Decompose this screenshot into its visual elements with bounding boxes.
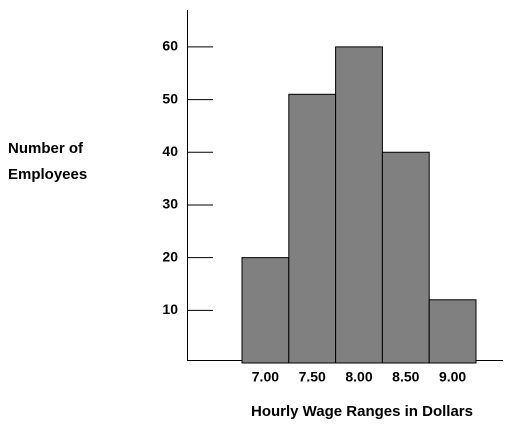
bar: [335, 46, 383, 364]
bar: [241, 257, 290, 364]
y-axis-label: Number of: [8, 140, 84, 157]
y-tick-label: 60: [162, 38, 178, 54]
bar: [381, 151, 430, 364]
y-tick-label: 40: [162, 143, 178, 159]
y-tick-label: 50: [162, 90, 178, 106]
x-tick-label: 8.50: [392, 369, 419, 385]
y-tick-label: 10: [162, 301, 178, 317]
bar: [288, 93, 337, 364]
bar: [428, 299, 477, 364]
x-tick-label: 7.00: [252, 369, 279, 385]
x-tick-label: 9.00: [439, 369, 466, 385]
x-tick-label: 8.00: [345, 369, 372, 385]
y-axis-label: Employees: [8, 166, 87, 183]
y-tick-label: 30: [162, 196, 178, 212]
y-tick-label: 20: [162, 248, 178, 264]
x-tick-label: 7.50: [299, 369, 326, 385]
x-axis-label: Hourly Wage Ranges in Dollars: [251, 403, 473, 420]
